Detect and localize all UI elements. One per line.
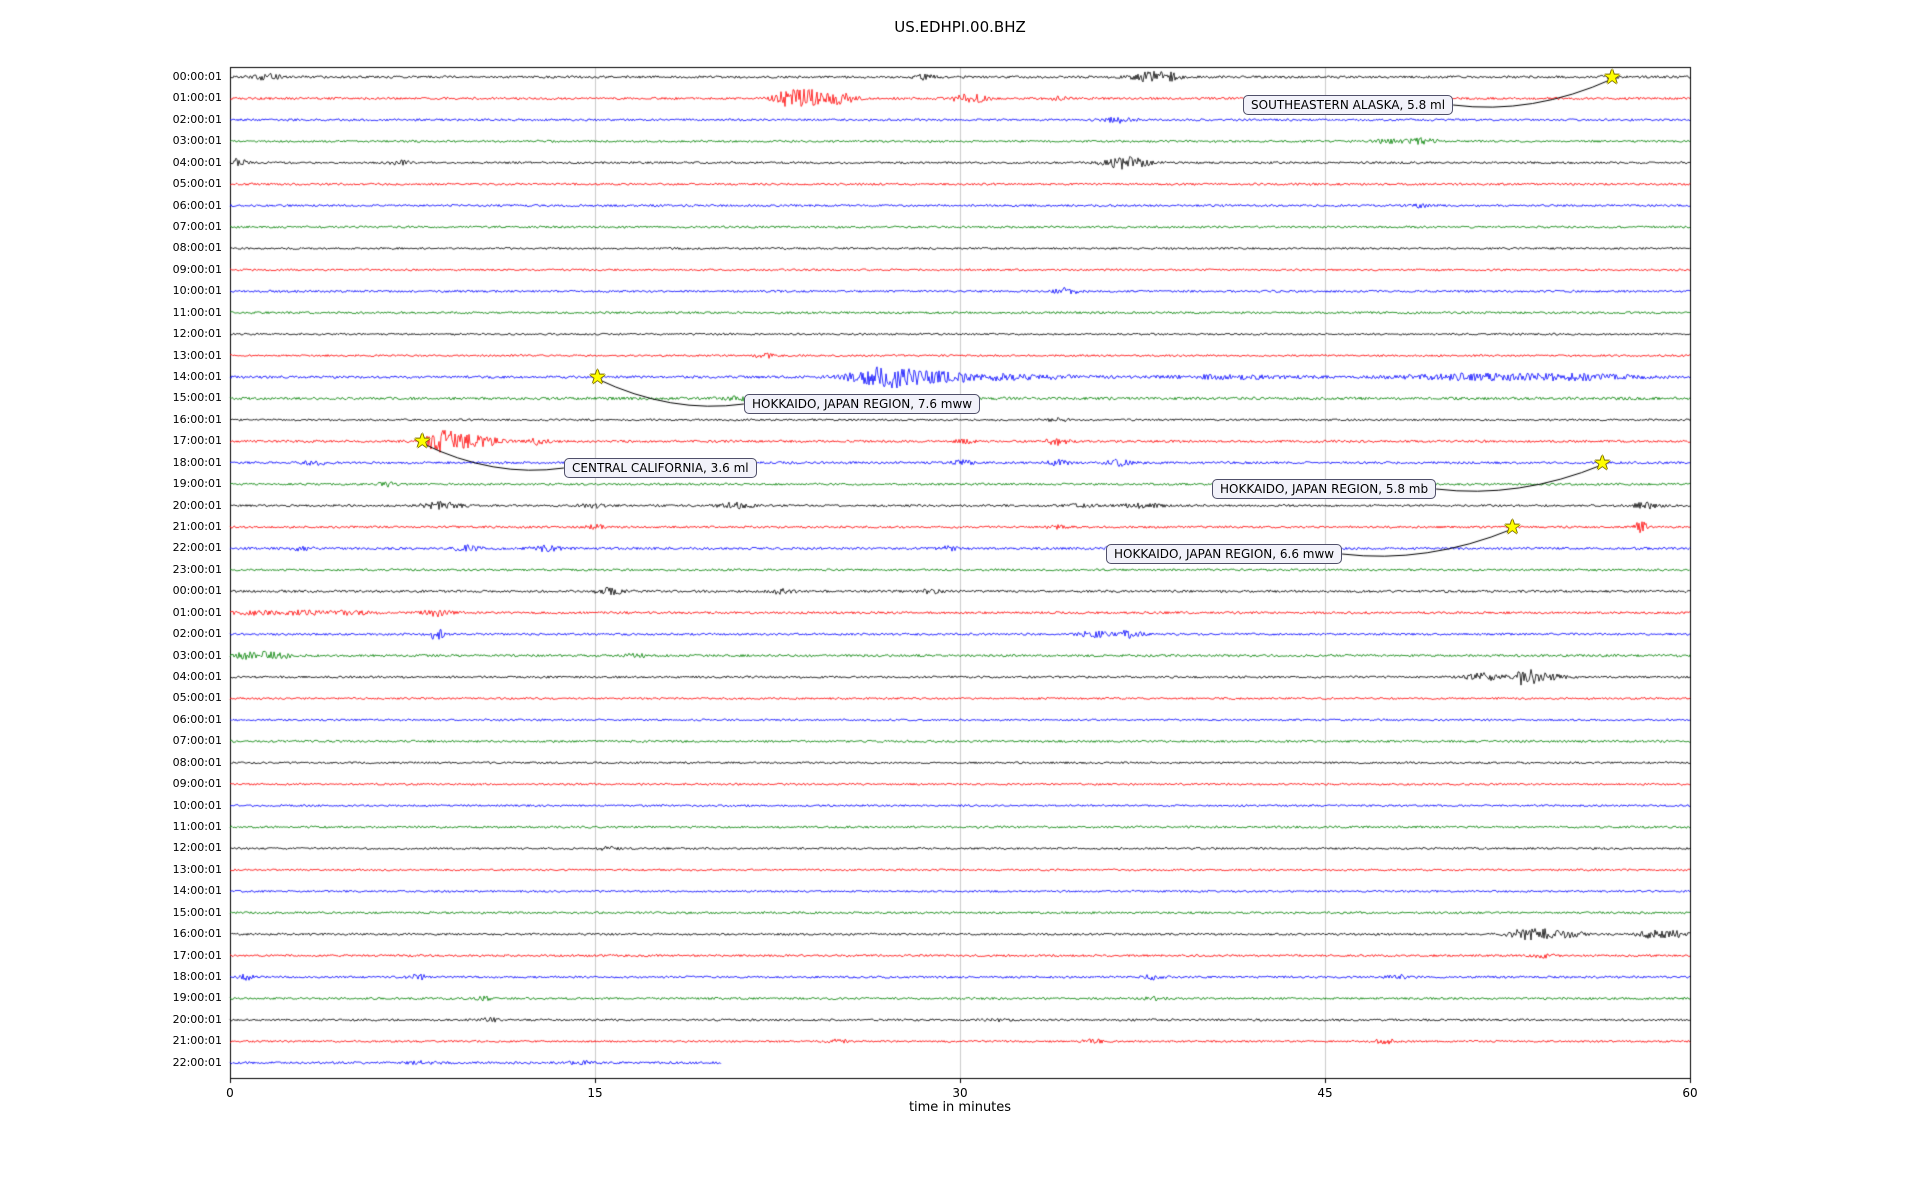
x-tick-label: 30	[952, 1086, 968, 1100]
event-star-icon: ★	[413, 428, 432, 453]
row-time-label: 15:00:01	[172, 905, 222, 919]
row-time-label: 02:00:01	[172, 112, 222, 126]
row-time-label: 18:00:01	[172, 455, 222, 469]
row-time-label: 20:00:01	[172, 498, 222, 512]
row-time-label: 07:00:01	[172, 734, 222, 748]
row-time-label: 03:00:01	[172, 134, 222, 148]
event-star-icon: ★	[1593, 450, 1612, 475]
x-tick-label: 0	[226, 1086, 234, 1100]
row-time-label: 01:00:01	[172, 605, 222, 619]
row-time-label: 12:00:01	[172, 841, 222, 855]
row-time-label: 15:00:01	[172, 391, 222, 405]
event-label: HOKKAIDO, JAPAN REGION, 6.6 mww	[1106, 544, 1343, 564]
event-star-icon: ★	[1503, 514, 1522, 539]
row-time-label: 08:00:01	[172, 755, 222, 769]
row-time-label: 21:00:01	[172, 520, 222, 534]
row-time-label: 19:00:01	[172, 991, 222, 1005]
row-time-label: 04:00:01	[172, 670, 222, 684]
x-tick-label: 60	[1682, 1086, 1698, 1100]
event-label: CENTRAL CALIFORNIA, 3.6 ml	[564, 458, 757, 478]
row-time-label: 12:00:01	[172, 327, 222, 341]
row-time-label: 10:00:01	[172, 284, 222, 298]
row-time-label: 11:00:01	[172, 305, 222, 319]
row-time-label: 08:00:01	[172, 241, 222, 255]
row-time-label: 02:00:01	[172, 627, 222, 641]
row-time-label: 20:00:01	[172, 1012, 222, 1026]
event-star-icon: ★	[588, 364, 607, 389]
row-time-label: 13:00:01	[172, 348, 222, 362]
event-label: SOUTHEASTERN ALASKA, 5.8 ml	[1243, 95, 1454, 115]
row-time-label: 01:00:01	[172, 91, 222, 105]
row-time-label: 17:00:01	[172, 948, 222, 962]
row-time-label: 06:00:01	[172, 198, 222, 212]
row-time-label: 16:00:01	[172, 927, 222, 941]
x-tick-label: 15	[587, 1086, 603, 1100]
row-time-label: 16:00:01	[172, 412, 222, 426]
row-time-label: 19:00:01	[172, 477, 222, 491]
plot-title: US.EDHPI.00.BHZ	[894, 18, 1026, 36]
event-star-icon: ★	[1603, 64, 1622, 89]
row-time-label: 03:00:01	[172, 648, 222, 662]
row-time-label: 07:00:01	[172, 220, 222, 233]
row-time-label: 09:00:01	[172, 777, 222, 791]
row-time-label: 22:00:01	[172, 1055, 222, 1069]
row-time-label: 00:00:01	[172, 70, 222, 83]
row-time-label: 18:00:01	[172, 970, 222, 984]
x-axis-label: time in minutes	[908, 1100, 1012, 1115]
row-time-label: 10:00:01	[172, 798, 222, 812]
row-time-label: 17:00:01	[172, 434, 222, 448]
row-time-label: 05:00:01	[172, 691, 222, 705]
row-time-label: 00:00:01	[172, 584, 222, 598]
row-time-label: 22:00:01	[172, 541, 222, 555]
row-time-label: 23:00:01	[172, 562, 222, 576]
event-label: HOKKAIDO, JAPAN REGION, 5.8 mb	[1212, 479, 1437, 499]
row-time-label: 09:00:01	[172, 262, 222, 276]
row-time-label: 04:00:01	[172, 155, 222, 169]
row-time-label: 21:00:01	[172, 1034, 222, 1048]
row-time-label: 14:00:01	[172, 884, 222, 898]
row-time-label: 14:00:01	[172, 370, 222, 384]
row-time-label: 06:00:01	[172, 712, 222, 726]
row-time-label: 11:00:01	[172, 820, 222, 834]
x-tick-label: 45	[1317, 1086, 1333, 1100]
event-label: HOKKAIDO, JAPAN REGION, 7.6 mww	[744, 394, 981, 414]
row-time-label: 13:00:01	[172, 862, 222, 876]
row-time-label: 05:00:01	[172, 177, 222, 191]
